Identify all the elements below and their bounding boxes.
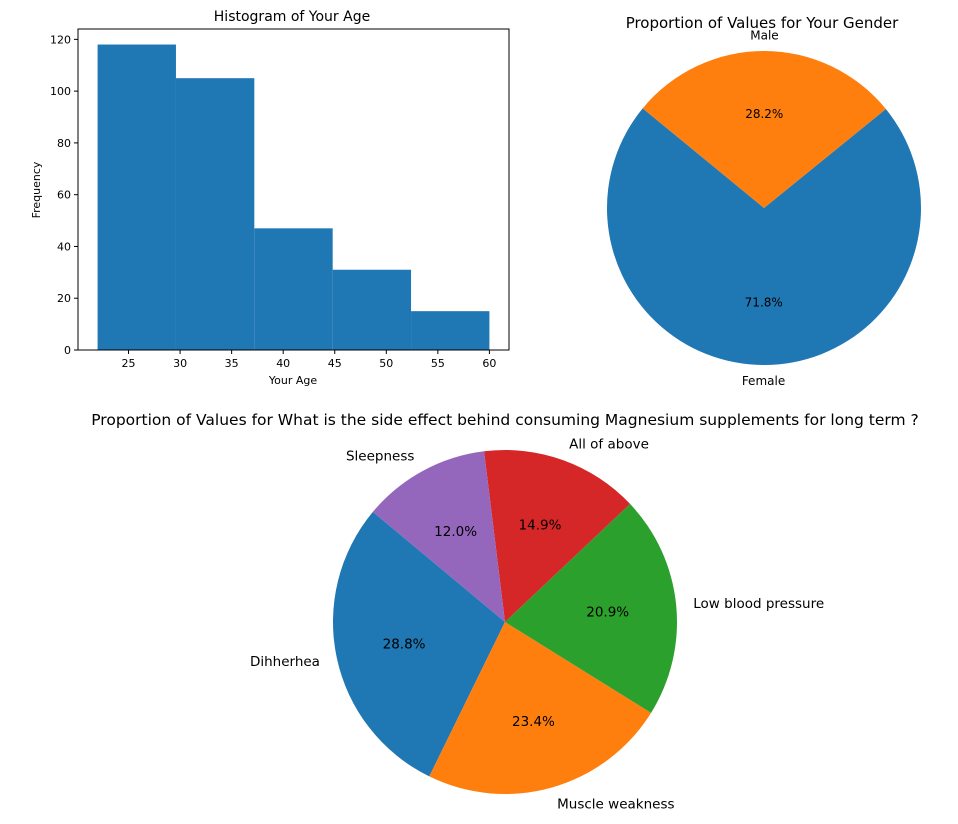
- side-effect-pie: Proportion of Values for What is the sid…: [91, 411, 919, 813]
- gender-pct-male: 28.2%: [745, 107, 783, 121]
- histogram-y-tick-label: 40: [57, 240, 71, 253]
- histogram-y-ticks: 0 20 40 60 80 100 120: [50, 33, 78, 357]
- side-effect-slice-muscle-weakness: [429, 622, 652, 794]
- side-effect-label-sleepness: Sleepness: [346, 449, 414, 465]
- gender-pie-title: Proportion of Values for Your Gender: [626, 14, 899, 32]
- histogram-bar-0: [97, 44, 176, 350]
- gender-slice-female: [607, 108, 921, 366]
- histogram-y-tick-label: 100: [50, 85, 71, 98]
- histogram-y-label: Frequency: [30, 161, 43, 218]
- histogram-y-tick-label: 120: [50, 33, 71, 46]
- side-effect-pie-labels: 28.8% Dihherhea 23.4% Muscle weakness 20.9% L…: [250, 437, 824, 813]
- histogram-axes-frame: [77, 28, 510, 351]
- histogram-x-tick-label: 30: [173, 357, 187, 370]
- side-effect-pct-dihherhea: 28.8%: [383, 636, 426, 652]
- side-effect-pie-title: Proportion of Values for What is the sid…: [91, 411, 919, 429]
- gender-pct-female: 71.8%: [745, 295, 783, 309]
- histogram-x-ticks: 25 30 35 40 45 50 55 60: [122, 350, 496, 370]
- histogram-x-label: Your Age: [268, 374, 317, 387]
- histogram-x-tick-label: 55: [431, 357, 445, 370]
- histogram-x-tick-label: 25: [122, 357, 136, 370]
- gender-label-female: Female: [742, 374, 785, 388]
- gender-pie: Proportion of Values for Your Gender 71.…: [607, 14, 921, 388]
- side-effect-slice-all-of-above: [484, 450, 631, 622]
- histogram-title: Histogram of Your Age: [214, 9, 370, 25]
- side-effect-label-low-blood-pressure: Low blood pressure: [693, 596, 824, 612]
- side-effect-pct-low-blood-pressure: 20.9%: [586, 604, 629, 620]
- histogram-y-tick-label: 60: [57, 189, 71, 202]
- histogram-bar-2: [254, 228, 333, 350]
- side-effect-slice-low-blood-pressure: [505, 503, 677, 713]
- histogram-bar-1: [175, 78, 255, 350]
- side-effect-label-muscle-weakness: Muscle weakness: [557, 797, 674, 813]
- histogram-x-tick-label: 45: [328, 357, 342, 370]
- histogram-bar-3: [332, 269, 412, 350]
- histogram-y-tick-label: 0: [64, 344, 71, 357]
- histogram-bar-4: [411, 311, 490, 350]
- age-histogram: Histogram of Your Age 25 30 35 40 45 50 55 60 0…: [30, 9, 510, 387]
- side-effect-slice-sleepness: [372, 451, 505, 622]
- histogram-x-tick-label: 35: [225, 357, 239, 370]
- gender-slice-male: [642, 51, 886, 208]
- histogram-x-tick-label: 60: [482, 357, 496, 370]
- side-effect-pct-muscle-weakness: 23.4%: [512, 714, 555, 730]
- side-effect-pct-all-of-above: 14.9%: [519, 518, 562, 534]
- histogram-bars: [97, 44, 490, 350]
- histogram-x-tick-label: 40: [276, 357, 290, 370]
- side-effect-label-all-of-above: All of above: [569, 437, 649, 453]
- gender-label-male: Male: [750, 29, 778, 43]
- gender-pie-slices: [607, 51, 921, 366]
- histogram-y-tick-label: 20: [57, 292, 71, 305]
- side-effect-slice-dihherhea: [333, 511, 505, 777]
- side-effect-pie-slices: [333, 450, 677, 794]
- side-effect-pct-sleepness: 12.0%: [434, 524, 477, 540]
- histogram-x-tick-label: 50: [379, 357, 393, 370]
- histogram-y-tick-label: 80: [57, 137, 71, 150]
- side-effect-label-dihherhea: Dihherhea: [250, 654, 320, 670]
- gender-pie-labels: 71.8% Female 28.2% Male: [742, 29, 785, 388]
